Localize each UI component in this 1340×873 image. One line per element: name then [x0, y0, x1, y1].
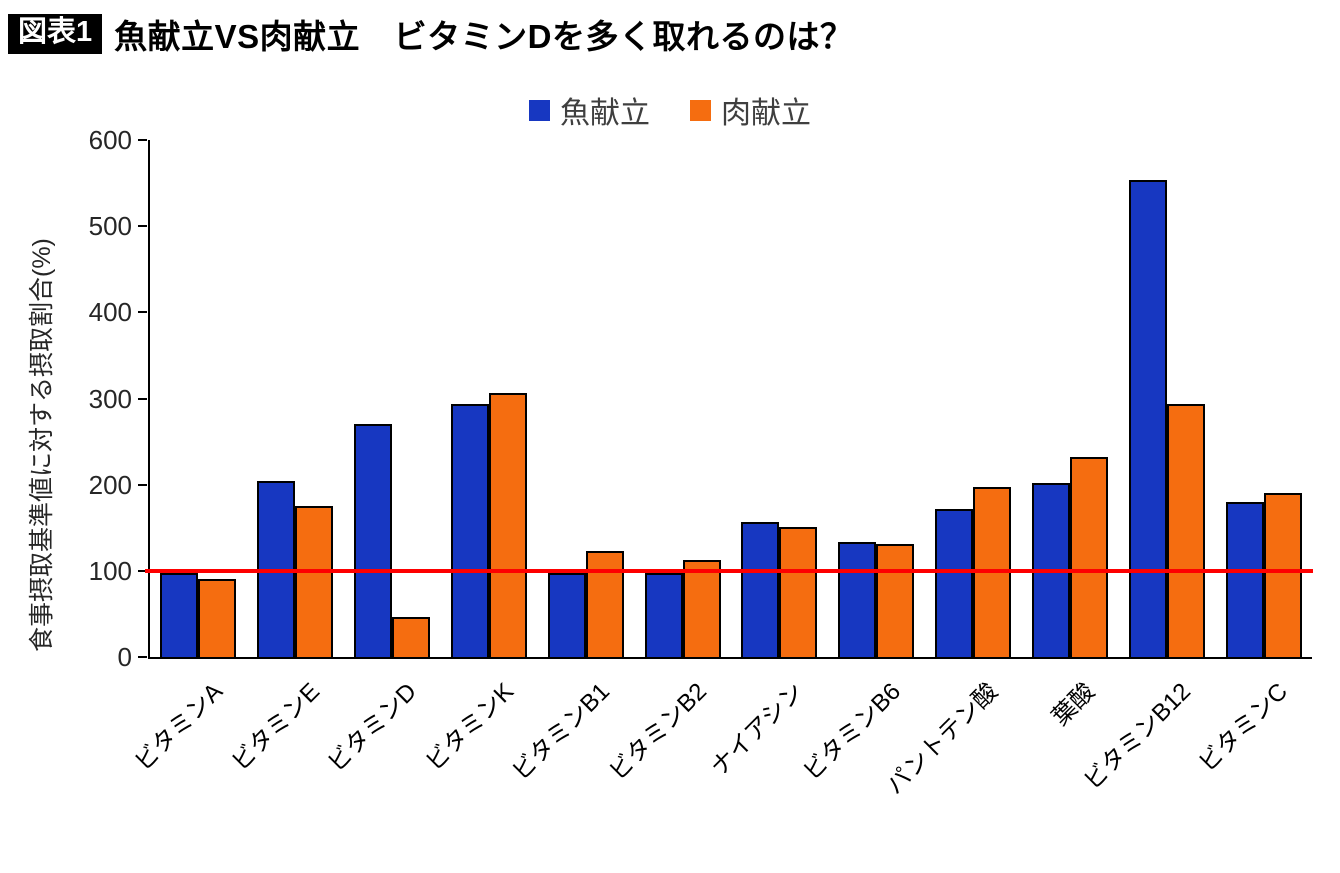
bar-series-0-7: [838, 542, 877, 657]
x-axis-label: ビタミンE: [226, 677, 326, 777]
bar-series-0-11: [1225, 502, 1264, 657]
bar-group-8: [925, 140, 1022, 657]
y-axis-tick-label: 100: [88, 555, 132, 586]
legend-item-1: 肉献立: [690, 88, 811, 132]
bar-group-0: [150, 140, 247, 657]
bar-group-9: [1022, 140, 1119, 657]
bar-group-10: [1118, 140, 1215, 657]
bar-series-1-0: [198, 579, 237, 657]
bar-series-0-4: [547, 573, 586, 657]
y-axis-tick-label: 500: [88, 211, 132, 242]
bar-series-1-2: [392, 617, 431, 657]
x-axis-label: パントテン酸: [881, 677, 1003, 800]
bar-series-0-0: [160, 573, 199, 657]
y-axis-tick-mark: [138, 656, 147, 658]
legend-label: 魚献立: [560, 97, 650, 130]
bar-series-1-3: [488, 393, 527, 657]
x-axis-label: ビタミンK: [420, 677, 519, 777]
x-axis-label: ビタミンA: [129, 677, 229, 777]
y-axis-tick-mark: [138, 569, 147, 572]
bar-series-0-6: [741, 522, 780, 657]
y-axis-tick-label: 600: [88, 125, 132, 155]
x-axis-label: ビタミンC: [1194, 677, 1294, 778]
bar-series-1-1: [295, 506, 334, 657]
bar-series-0-10: [1128, 180, 1167, 657]
bar-group-5: [634, 140, 731, 657]
bar-series-1-4: [585, 551, 624, 657]
bar-group-6: [731, 140, 828, 657]
chart-legend: 魚献立 肉献立: [0, 88, 1340, 132]
bar-group-11: [1215, 140, 1312, 657]
x-axis-label: ビタミンB1: [507, 677, 616, 786]
y-axis-tick-label: 200: [88, 469, 132, 500]
bar-group-3: [441, 140, 538, 657]
legend-label: 肉献立: [721, 97, 811, 130]
x-axis-label: ビタミンD: [322, 677, 422, 778]
bar-group-7: [828, 140, 925, 657]
legend-swatch-icon: [690, 99, 711, 121]
legend-swatch-icon: [529, 99, 550, 121]
x-axis-label: ビタミンB12: [1079, 677, 1197, 796]
bar-group-2: [344, 140, 441, 657]
reference-line-100: [145, 568, 1313, 573]
bar-series-0-2: [354, 424, 393, 657]
y-axis-tick-mark: [138, 225, 147, 228]
bar-series-0-3: [450, 404, 489, 657]
figure-badge: 図表1: [8, 13, 103, 55]
figure-title: 魚献立VS肉献立 ビタミンDを多く取れるのは？: [114, 18, 854, 55]
legend-item-0: 魚献立: [529, 88, 650, 132]
y-axis-tick-label: 0: [117, 642, 132, 672]
bar-group-4: [537, 140, 634, 657]
x-axis-label: 葉酸: [1046, 677, 1100, 731]
y-axis-tick-mark: [138, 483, 147, 486]
bar-series-1-5: [682, 560, 721, 657]
bar-group-1: [247, 140, 344, 657]
bar-series-1-9: [1069, 457, 1108, 657]
bar-series-0-8: [935, 509, 974, 657]
x-axis-label: ビタミンB2: [604, 677, 713, 786]
bar-series-1-6: [779, 527, 818, 657]
y-axis-tick-label: 400: [88, 297, 132, 328]
y-axis-tick-mark: [138, 311, 147, 314]
bar-series-1-11: [1263, 493, 1302, 657]
plot-area: [148, 140, 1312, 659]
figure-header: 図表1 魚献立VS肉献立 ビタミンDを多く取れるのは？: [8, 10, 854, 58]
y-axis-tick-label: 300: [88, 383, 132, 414]
y-axis-tick-mark: [138, 397, 147, 400]
x-axis-label: ナイアシン: [705, 677, 810, 782]
bar-series-1-10: [1166, 404, 1205, 657]
bar-series-0-5: [644, 573, 683, 657]
bar-series-1-7: [876, 544, 915, 657]
y-axis-tick-mark: [138, 139, 147, 141]
x-axis-label: ビタミンB6: [798, 677, 907, 786]
